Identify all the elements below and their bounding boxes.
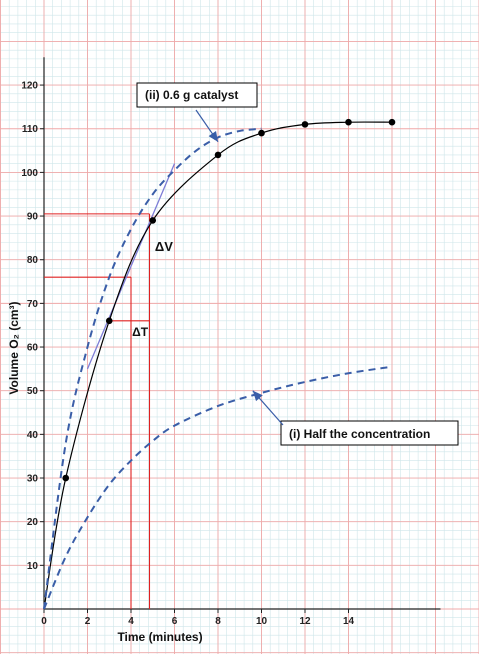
- annotations: (ii) 0.6 g catalyst (i) Half the concentr…: [136, 82, 459, 446]
- x-axis-label: Time (minutes): [117, 630, 202, 644]
- data-point: [149, 217, 157, 224]
- x-tick-label: 6: [172, 616, 178, 627]
- delta-t-label: ΔT: [132, 325, 149, 339]
- x-tick-label: 10: [256, 616, 268, 627]
- x-tick-label: 8: [215, 616, 221, 627]
- x-tick-label: 4: [128, 616, 134, 627]
- axes: [43, 57, 441, 610]
- y-tick-label: 100: [21, 168, 38, 179]
- y-tick-label: 80: [27, 255, 39, 266]
- tangent-line: [86, 163, 176, 370]
- annotation-arrow-head: [208, 131, 218, 142]
- delta-v-label: ΔV: [155, 239, 173, 254]
- y-tick-label: 40: [27, 430, 39, 441]
- data-points: [62, 118, 396, 482]
- annotation-arrow-head: [252, 390, 263, 402]
- tick-labels: 10 20 30 40 50 60 70 80 90 100 110 120 0 2 4 6 8 10 12 14: [21, 81, 354, 627]
- x-tick-label: 14: [343, 616, 355, 627]
- x-tick-label: 2: [85, 616, 91, 627]
- x-tick-label: 12: [299, 616, 311, 627]
- y-axis-label: Volume O₂ (cm³): [7, 301, 21, 394]
- y-tick-label: 10: [27, 561, 39, 572]
- y-tick-label: 60: [27, 343, 39, 354]
- y-tick-label: 90: [27, 212, 39, 223]
- data-point: [214, 151, 222, 159]
- data-point: [62, 474, 70, 482]
- series-line-3: [43, 365, 393, 610]
- data-point: [388, 118, 396, 126]
- annotation-box: [136, 82, 258, 108]
- guide-lines: ΔV ΔT: [44, 213, 173, 609]
- y-tick-label: 20: [27, 517, 39, 528]
- data-point: [258, 129, 265, 137]
- annotation-label: (i) Half the concentration: [289, 427, 430, 441]
- annotation-box: [280, 420, 459, 446]
- tangent-line-segment: [86, 163, 176, 370]
- x-tick-label: 0: [41, 616, 47, 627]
- y-tick-label: 110: [22, 124, 39, 135]
- y-tick-label: 30: [27, 474, 39, 485]
- annotation-label: (ii) 0.6 g catalyst: [145, 88, 238, 102]
- y-tick-label: 120: [21, 81, 38, 92]
- y-tick-label: 70: [27, 299, 39, 310]
- y-tick-label: 50: [27, 386, 39, 397]
- data-point: [105, 317, 113, 325]
- data-point: [345, 118, 352, 126]
- data-point: [301, 121, 309, 128]
- series-lines: [43, 121, 393, 610]
- series-line-1: [43, 121, 393, 610]
